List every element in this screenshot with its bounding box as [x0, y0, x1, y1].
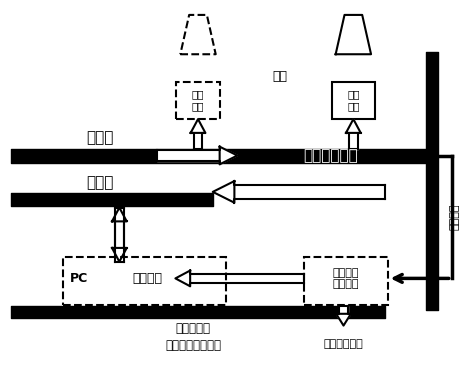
Polygon shape [175, 270, 190, 286]
Text: 图像数据: 图像数据 [449, 203, 460, 230]
Text: 摄像
设备: 摄像 设备 [347, 90, 360, 111]
Text: 移动: 移动 [272, 70, 287, 83]
FancyBboxPatch shape [304, 257, 388, 305]
Text: 驱动执行机构: 驱动执行机构 [303, 148, 358, 163]
Polygon shape [213, 181, 234, 203]
Text: PC: PC [70, 272, 89, 285]
Polygon shape [346, 119, 361, 133]
FancyBboxPatch shape [332, 82, 375, 119]
Polygon shape [112, 248, 127, 262]
FancyBboxPatch shape [177, 82, 219, 119]
Text: 控制计算: 控制计算 [132, 272, 162, 285]
Text: 引導灯火设备: 引導灯火设备 [324, 339, 363, 349]
Text: 控制器: 控制器 [86, 175, 113, 191]
Text: 摄像
设备: 摄像 设备 [192, 90, 204, 111]
Polygon shape [112, 208, 127, 221]
Text: 驱动器: 驱动器 [86, 130, 113, 145]
Text: 火点三维
坐标计算: 火点三维 坐标计算 [332, 268, 359, 289]
FancyBboxPatch shape [63, 257, 225, 305]
Polygon shape [191, 119, 206, 133]
Polygon shape [336, 314, 351, 326]
Text: 单目移动式
火点三维定位系统: 单目移动式 火点三维定位系统 [165, 322, 221, 352]
Polygon shape [219, 147, 237, 164]
